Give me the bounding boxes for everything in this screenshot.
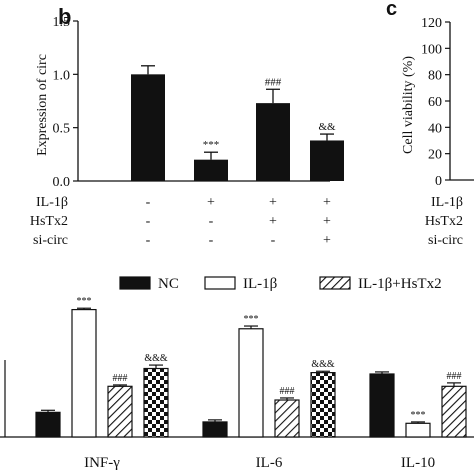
b-y-tick-label: 0.0 [53, 175, 71, 190]
cyto-bar [71, 308, 97, 438]
c-y-tick-label: 60 [428, 95, 442, 110]
panel-c-chart: 0 20 40 60 80 100 120 Cell viability (%) IL-1β Hs… [401, 16, 474, 248]
cyto-significance-label: *** [411, 410, 426, 421]
b-condition-sign: + [323, 214, 331, 229]
c-y-tick-label: 20 [428, 148, 442, 163]
cyto-significance-label: ### [280, 386, 295, 397]
b-y-tick-label: 1.5 [53, 15, 71, 30]
cyto-category-label: IL-10 [401, 455, 435, 471]
panel-b-letter: b [58, 4, 71, 29]
cyto-bar [35, 411, 61, 438]
cyto-significance-label: &&& [144, 353, 168, 364]
c-condition-label: IL-1β [431, 195, 463, 210]
b-y-tick-label: 1.0 [53, 68, 71, 83]
cyto-bar [107, 385, 133, 438]
b-condition-sign: + [323, 233, 331, 248]
b-y-tick-label: 0.5 [53, 122, 71, 137]
c-y-tick-label: 40 [428, 121, 442, 136]
b-condition-label: si-circ [33, 233, 68, 248]
b-condition-sign: + [207, 195, 215, 210]
cyto-significance-label: &&& [311, 359, 335, 370]
b-y-axis-label: Expression of circ [35, 54, 50, 156]
b-condition-label: HsTx2 [30, 214, 68, 229]
b-condition-sign: + [269, 195, 277, 210]
b-significance-label: && [318, 121, 336, 133]
cyto-significance-label: ### [113, 373, 128, 384]
cyto-bar [441, 385, 467, 438]
b-bar [256, 103, 290, 181]
b-bar [194, 159, 228, 181]
b-condition-sign: - [209, 233, 214, 248]
c-y-tick-label: 100 [421, 42, 442, 57]
cytokine-chart: NC IL-1β IL-1β+HsTx2 *** ### &&& INF-γ *** ### &&… [0, 276, 474, 471]
c-y-axis-label: Cell viability (%) [401, 56, 416, 154]
cyto-bar [310, 372, 336, 438]
cyto-bar [369, 373, 395, 438]
b-condition-sign: - [146, 214, 151, 229]
b-condition-sign: - [271, 233, 276, 248]
cyto-category-label: IL-6 [256, 455, 283, 471]
b-bar [131, 74, 165, 181]
b-condition-sign: - [209, 214, 214, 229]
c-condition-label: si-circ [428, 233, 463, 248]
b-significance-label: *** [203, 139, 220, 151]
panel-b-chart: 0.0 0.5 1.0 1.5 Expression of circ *** ### && IL… [30, 15, 344, 248]
c-y-tick-label: 80 [428, 69, 442, 84]
b-condition-label: IL-1β [36, 195, 68, 210]
cyto-bar [238, 328, 264, 438]
c-condition-label: HsTx2 [425, 214, 463, 229]
legend-swatch [204, 276, 236, 290]
b-condition-sign: + [269, 214, 277, 229]
b-significance-label: ### [265, 76, 282, 88]
b-bar [310, 140, 344, 181]
panel-c-letter: c [386, 0, 397, 20]
cyto-bar [202, 421, 228, 438]
c-y-tick-label: 120 [421, 16, 442, 31]
cyto-category-label: INF-γ [84, 455, 120, 471]
legend-swatch [319, 276, 351, 290]
cyto-significance-label: *** [244, 314, 259, 325]
legend-label: IL-1β [243, 276, 277, 292]
b-condition-sign: - [146, 233, 151, 248]
cyto-bar [274, 399, 300, 438]
b-condition-sign: - [146, 195, 151, 210]
legend-label: IL-1β+HsTx2 [358, 276, 442, 292]
cyto-bar [405, 422, 431, 438]
b-condition-sign: + [323, 195, 331, 210]
cyto-significance-label: *** [77, 296, 92, 307]
cyto-bar [143, 367, 169, 438]
c-y-tick-label: 0 [435, 174, 442, 189]
legend-label: NC [158, 276, 179, 292]
legend-swatch [119, 276, 151, 290]
cyto-significance-label: ### [447, 371, 462, 382]
